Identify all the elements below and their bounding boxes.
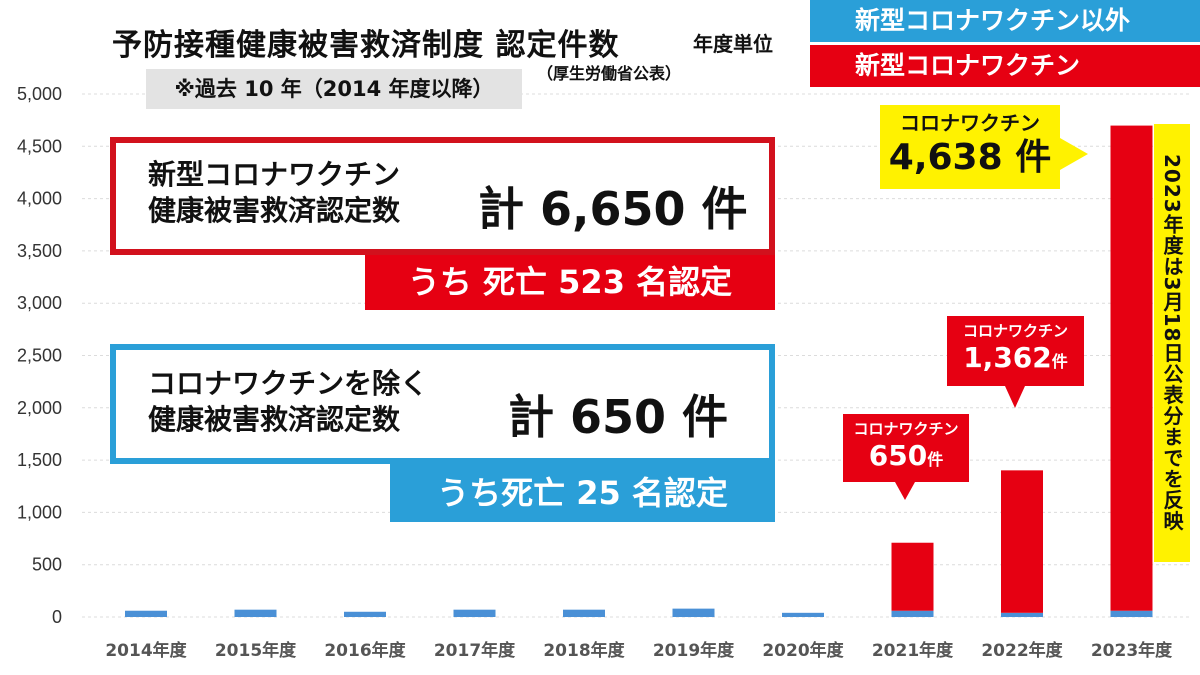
bar-other-vaccines xyxy=(234,609,277,617)
title-unit: 年度単位 xyxy=(693,32,773,56)
callout-2022-unit: 件 xyxy=(1051,352,1068,371)
x-tick-label: 2014年度 xyxy=(105,640,187,661)
covid-summary-label: 新型コロナワクチン 健康被害救済認定数 xyxy=(148,157,400,229)
legend-item-other-vaccines: 新型コロナワクチン以外 xyxy=(810,0,1200,42)
covid-summary-label-line1: 新型コロナワクチン xyxy=(148,158,401,191)
callout-2021-unit: 件 xyxy=(927,450,944,469)
covid-summary-box: 新型コロナワクチン 健康被害救済認定数 計 6,650 件 xyxy=(110,137,775,255)
y-tick-label: 3,500 xyxy=(17,241,62,261)
bar-other-vaccines xyxy=(563,609,605,617)
x-tick-label: 2018年度 xyxy=(543,640,625,661)
bar-other-vaccines xyxy=(891,610,934,617)
x-tick-label: 2023年度 xyxy=(1091,640,1173,661)
other-summary-label-line1: コロナワクチンを除く xyxy=(148,367,429,400)
bar-other-vaccines xyxy=(672,608,715,617)
bar-other-vaccines xyxy=(453,609,496,617)
callout-2023-label: コロナワクチン xyxy=(900,111,1040,135)
covid-summary-total: 計 6,650 件 xyxy=(478,182,748,236)
callout-2022-label: コロナワクチン xyxy=(962,322,1068,340)
y-tick-label: 500 xyxy=(32,555,62,575)
callout-2023-unit: 件 xyxy=(1002,137,1052,178)
y-tick-label: 5,000 xyxy=(17,84,62,104)
bar-other-vaccines xyxy=(782,612,824,617)
callout-2023-pointer xyxy=(1060,138,1088,170)
callout-2023: コロナワクチン 4,638 件 xyxy=(880,105,1060,189)
other-summary-label-line2: 健康被害救済認定数 xyxy=(148,403,401,436)
bar-covid-vaccine xyxy=(891,542,934,611)
x-tick-label: 2022年度 xyxy=(981,640,1063,661)
bar-covid-vaccine xyxy=(1110,125,1153,611)
x-tick-label: 2019年度 xyxy=(653,640,735,661)
other-deaths-badge: うち死亡 25 名認定 xyxy=(390,464,775,522)
y-tick-label: 4,000 xyxy=(17,189,62,209)
y-tick-label: 2,500 xyxy=(17,346,62,366)
period-note: ※過去 10 年（2014 年度以降） xyxy=(146,69,522,109)
callout-2022-value-line: 1,362件 xyxy=(947,340,1084,380)
bar-other-vaccines xyxy=(1001,612,1043,617)
callout-2022: コロナワクチン 1,362件 xyxy=(947,316,1084,386)
other-summary-box: コロナワクチンを除く 健康被害救済認定数 計 650 件 xyxy=(110,344,775,464)
y-tick-label: 0 xyxy=(52,607,62,627)
note-2023-partial-year: 2023年度は3月18日公表分までを反映 xyxy=(1154,124,1190,562)
callout-2021-pointer xyxy=(895,482,915,500)
callout-2021: コロナワクチン 650件 xyxy=(843,414,969,482)
callout-2023-value: 4,638 xyxy=(888,137,1003,178)
callout-2021-value: 650 xyxy=(868,439,928,472)
y-tick-label: 1,500 xyxy=(17,450,62,470)
legend-item-covid-vaccine: 新型コロナワクチン xyxy=(810,45,1200,87)
bar-other-vaccines xyxy=(344,611,386,617)
other-summary-label: コロナワクチンを除く 健康被害救済認定数 xyxy=(148,366,428,438)
x-tick-label: 2021年度 xyxy=(872,640,954,661)
x-tick-label: 2020年度 xyxy=(762,640,844,661)
y-tick-label: 4,500 xyxy=(17,136,62,156)
x-tick-label: 2015年度 xyxy=(215,640,297,661)
bar-other-vaccines xyxy=(1110,610,1153,617)
bar-covid-vaccine xyxy=(1001,470,1043,613)
publisher-note: （厚生労働省公表） xyxy=(537,64,682,83)
callout-2023-value-line: 4,638 件 xyxy=(880,135,1060,181)
covid-deaths-badge: うち 死亡 523 名認定 xyxy=(365,255,775,310)
callout-2022-pointer xyxy=(1005,386,1025,408)
x-tick-label: 2017年度 xyxy=(434,640,516,661)
covid-summary-label-line2: 健康被害救済認定数 xyxy=(148,194,401,227)
bar-other-vaccines xyxy=(125,610,167,617)
y-tick-label: 3,000 xyxy=(17,293,62,313)
callout-2021-value-line: 650件 xyxy=(843,438,969,478)
y-tick-label: 1,000 xyxy=(17,502,62,522)
callout-2022-value: 1,362 xyxy=(963,341,1052,374)
y-tick-label: 2,000 xyxy=(17,398,62,418)
chart-title: 予防接種健康被害救済制度 認定件数 xyxy=(112,28,620,63)
callout-2021-label: コロナワクチン xyxy=(853,420,959,438)
x-tick-label: 2016年度 xyxy=(324,640,406,661)
other-summary-total: 計 650 件 xyxy=(508,390,729,444)
